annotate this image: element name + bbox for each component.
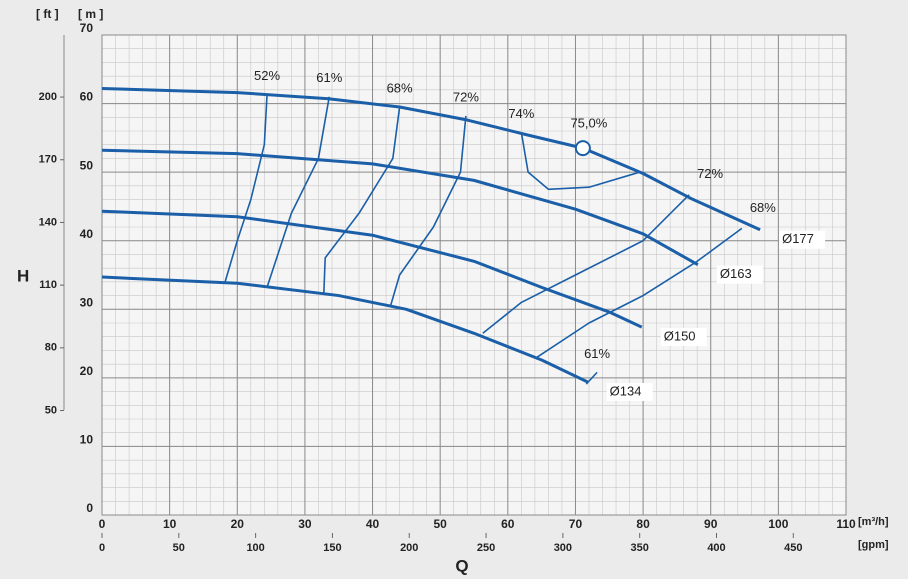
label-bg bbox=[660, 328, 707, 347]
curve-label: Ø150 bbox=[664, 329, 696, 344]
x2-tick-label: 450 bbox=[784, 542, 802, 554]
y2-unit: [ ft ] bbox=[36, 7, 59, 21]
y-tick-label: 70 bbox=[80, 21, 94, 35]
x-tick-label: 110 bbox=[836, 517, 856, 531]
y2-tick-label: 170 bbox=[39, 154, 57, 166]
efficiency-line bbox=[585, 371, 598, 385]
x-tick-label: 40 bbox=[366, 517, 380, 531]
efficiency-line bbox=[536, 227, 743, 358]
x2-tick-label: 50 bbox=[173, 542, 185, 554]
impeller-curve bbox=[101, 275, 589, 384]
x-tick-label: 100 bbox=[768, 517, 788, 531]
x2-tick-label: 400 bbox=[707, 542, 725, 554]
x2-tick-label: 200 bbox=[400, 542, 418, 554]
label-bg bbox=[716, 265, 763, 284]
y-tick-label: 30 bbox=[80, 295, 94, 309]
x2-tick-label: 100 bbox=[246, 542, 264, 554]
x-tick-label: 80 bbox=[636, 517, 650, 531]
curve-label: Ø163 bbox=[720, 266, 752, 281]
label-bg bbox=[606, 382, 653, 401]
x-tick-label: 60 bbox=[501, 517, 515, 531]
x-unit: [m³/h] bbox=[858, 516, 889, 528]
curve-label: Ø134 bbox=[610, 383, 642, 398]
efficiency-label: 52% bbox=[254, 68, 280, 83]
x2-unit: [gpm] bbox=[858, 539, 889, 551]
efficiency-label: 72% bbox=[697, 166, 723, 181]
x-tick-label: 70 bbox=[569, 517, 583, 531]
best-point-label: 75,0% bbox=[570, 116, 607, 131]
efficiency-line bbox=[224, 94, 268, 283]
y2-tick-label: 50 bbox=[45, 404, 57, 416]
y-tick-label: 40 bbox=[80, 227, 94, 241]
x2-tick-label: 150 bbox=[323, 542, 341, 554]
x2-tick-label: 250 bbox=[477, 542, 495, 554]
y2-tick-label: 110 bbox=[39, 279, 57, 291]
efficiency-label: 61% bbox=[584, 346, 610, 361]
y-tick-label: 20 bbox=[80, 364, 94, 378]
efficiency-line bbox=[323, 106, 401, 293]
y2-tick-label: 200 bbox=[39, 91, 57, 103]
y-tick-label: 10 bbox=[80, 433, 94, 447]
best-efficiency-point bbox=[574, 140, 591, 157]
x-tick-label: 20 bbox=[231, 517, 245, 531]
efficiency-label: 68% bbox=[750, 200, 776, 215]
efficiency-label: 74% bbox=[508, 106, 534, 121]
efficiency-line bbox=[520, 132, 640, 191]
y-axis-label: H bbox=[17, 266, 29, 285]
efficiency-label: 68% bbox=[387, 80, 413, 95]
y2-tick-label: 80 bbox=[45, 342, 57, 354]
efficiency-line bbox=[482, 194, 690, 334]
curve-label: Ø177 bbox=[782, 231, 814, 246]
x-tick-label: 30 bbox=[298, 517, 312, 531]
x-tick-label: 90 bbox=[704, 517, 718, 531]
x2-tick-label: 350 bbox=[631, 542, 649, 554]
y-tick-label: 0 bbox=[86, 501, 93, 515]
efficiency-label: 72% bbox=[453, 89, 479, 104]
x-tick-label: 50 bbox=[434, 517, 448, 531]
impeller-curve bbox=[101, 86, 761, 232]
efficiency-line bbox=[266, 96, 331, 288]
y-tick-label: 50 bbox=[80, 158, 94, 172]
x-tick-label: 0 bbox=[99, 517, 106, 531]
x-axis-label: Q bbox=[455, 556, 468, 575]
x-tick-label: 10 bbox=[163, 517, 177, 531]
efficiency-line bbox=[389, 115, 467, 308]
label-bg bbox=[779, 230, 826, 249]
y2-tick-label: 140 bbox=[39, 216, 57, 228]
x2-tick-label: 0 bbox=[99, 542, 105, 554]
y-tick-label: 60 bbox=[80, 90, 94, 104]
x2-tick-label: 300 bbox=[554, 542, 572, 554]
impeller-curve bbox=[101, 148, 699, 267]
efficiency-label: 61% bbox=[316, 70, 342, 85]
impeller-curve bbox=[101, 209, 643, 329]
y-unit: [ m ] bbox=[78, 7, 103, 21]
